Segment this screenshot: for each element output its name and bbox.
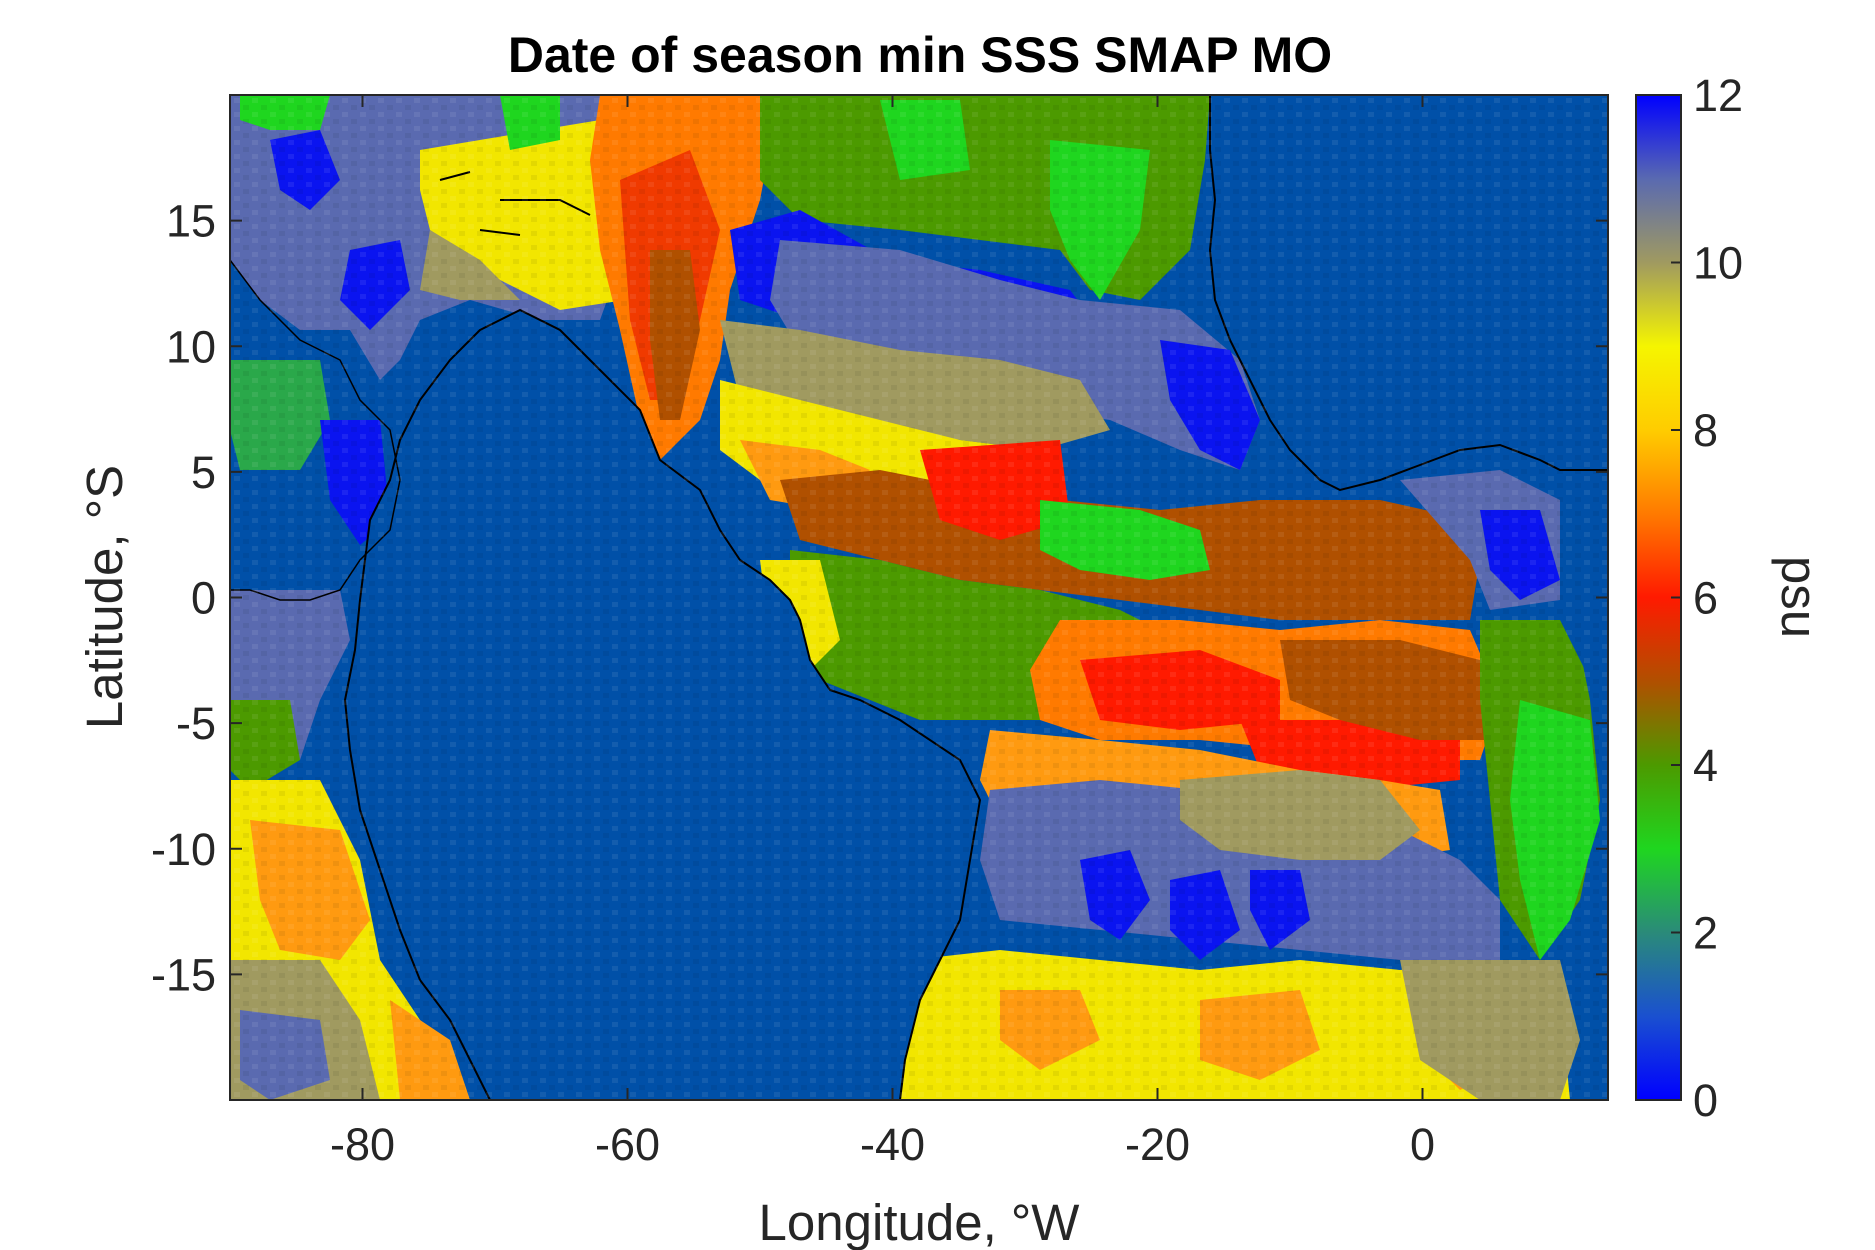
colorbar-tick-label: 6: [1693, 573, 1718, 624]
texture-overlay: [230, 95, 1608, 1100]
colorbar-tick-label: 12: [1693, 70, 1743, 121]
map-plot-area: [230, 95, 1608, 1100]
colorbar-label: psu: [1771, 556, 1828, 638]
colorbar-tick-label: 2: [1693, 908, 1718, 959]
colorbar-tick-label: 8: [1693, 405, 1718, 456]
y-tick-label: 0: [191, 573, 216, 624]
colorbar-ticks: 12 10 8 6 4 2 0: [1671, 70, 1743, 1126]
x-tick-label: -60: [595, 1119, 660, 1170]
y-tick-label: 15: [166, 196, 216, 247]
y-tick-label: 5: [191, 447, 216, 498]
x-tick-label: -80: [330, 1119, 395, 1170]
x-tick-label: -20: [1125, 1119, 1190, 1170]
x-axis: -80 -60 -40 -20 0: [330, 95, 1435, 1170]
x-tick-label: 0: [1410, 1119, 1435, 1170]
colorbar-tick-label: 10: [1693, 238, 1743, 289]
chart-title: Date of season min SSS SMAP MO: [508, 27, 1332, 83]
colorbar-tick-label: 0: [1693, 1075, 1718, 1126]
y-tick-label: 10: [166, 321, 216, 372]
y-tick-label: -5: [176, 698, 216, 749]
x-axis-label: Longitude, °W: [759, 1194, 1080, 1250]
y-tick-label: -10: [151, 824, 216, 875]
y-tick-label: -15: [151, 949, 216, 1000]
y-axis-label: Latitude, °S: [76, 465, 133, 729]
y-axis: 15 10 5 0 -5 -10 -15: [151, 196, 1608, 1000]
x-tick-label: -40: [860, 1119, 925, 1170]
colorbar-tick-label: 4: [1693, 740, 1718, 791]
